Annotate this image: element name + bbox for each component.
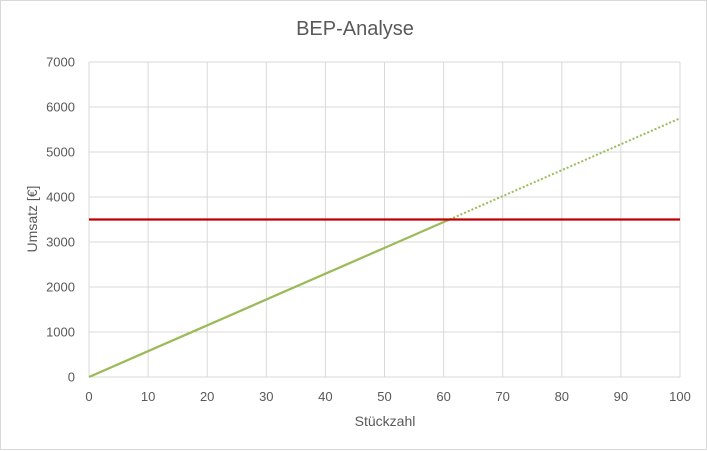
y-tick-label: 1000	[46, 325, 75, 340]
y-axis-ticks: 0 1000 2000 3000 4000 5000 6000 7000	[46, 55, 75, 385]
chart-title: BEP-Analyse	[296, 18, 414, 40]
y-tick-label: 7000	[46, 55, 75, 70]
x-tick-label: 40	[318, 389, 332, 404]
x-tick-label: 80	[555, 389, 569, 404]
y-tick-label: 0	[68, 370, 75, 385]
y-tick-label: 6000	[46, 100, 75, 115]
x-tick-label: 50	[377, 389, 391, 404]
x-tick-label: 60	[436, 389, 450, 404]
x-tick-label: 100	[669, 389, 691, 404]
y-tick-label: 4000	[46, 190, 75, 205]
grid	[88, 61, 681, 378]
y-tick-label: 2000	[46, 280, 75, 295]
y-tick-label: 3000	[46, 235, 75, 250]
x-axis-label: Stückzahl	[355, 413, 416, 429]
series-line-1	[88, 218, 450, 379]
y-axis-label: Umsatz [€]	[24, 186, 40, 253]
x-tick-label: 0	[85, 389, 92, 404]
x-tick-label: 20	[200, 389, 214, 404]
series-layer	[88, 117, 681, 379]
x-axis-ticks: 0 10 20 30 40 50 60 70 80 90 100	[85, 389, 690, 404]
x-tick-label: 10	[141, 389, 155, 404]
series-line-2	[449, 117, 681, 221]
x-tick-label: 70	[495, 389, 509, 404]
x-tick-label: 90	[614, 389, 628, 404]
y-tick-label: 5000	[46, 145, 75, 160]
x-tick-label: 30	[259, 389, 273, 404]
